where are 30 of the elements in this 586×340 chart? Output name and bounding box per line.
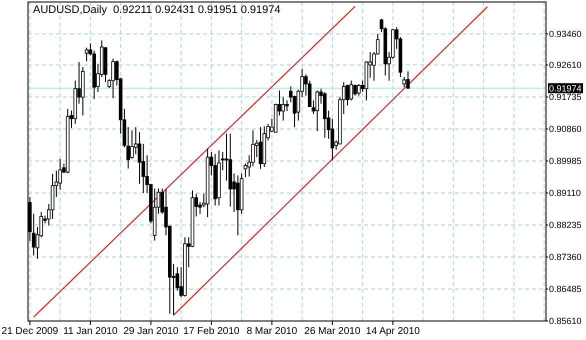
ref-line-label: 0.91974 [549,83,582,94]
candlestick [111,58,115,99]
y-tick-label: 0.92610 [549,60,582,70]
chart-title: AUDUSD,Daily 0.92211 0.92431 0.91951 0.91974 [33,4,280,16]
candlestick [353,84,357,96]
x-tick-label: 14 Apr 2010 [366,326,420,337]
y-tick-label: 0.85610 [549,316,582,326]
x-tick-label: 8 Mar 2010 [246,326,298,337]
candlestick [285,100,289,112]
candlestick [315,90,320,132]
x-tick-label: 26 Mar 2010 [304,326,361,337]
y-tick-label: 0.89110 [549,188,581,198]
candlestick [402,76,406,88]
x-tick-label: 17 Feb 2010 [183,326,240,337]
candlestick [258,126,262,170]
y-tick-label: 0.87360 [549,252,582,262]
candlestick [357,83,361,96]
candlestick [130,130,134,160]
x-tick-label: 29 Jan 2010 [123,326,179,337]
y-tick-label: 0.89985 [549,156,582,166]
x-tick-label: 11 Jan 2010 [63,326,118,337]
y-tick-label: 0.90860 [549,124,582,134]
candlestick [406,70,410,90]
candlestick [84,47,88,62]
y-tick-label: 0.93460 [549,28,582,39]
y-tick-label: 0.86485 [549,284,582,294]
x-tick-label: 21 Dec 2009 [2,326,59,337]
y-tick-label: 0.91735 [549,92,582,102]
candlestick [281,96,286,122]
y-tick-label: 0.88235 [549,220,582,230]
